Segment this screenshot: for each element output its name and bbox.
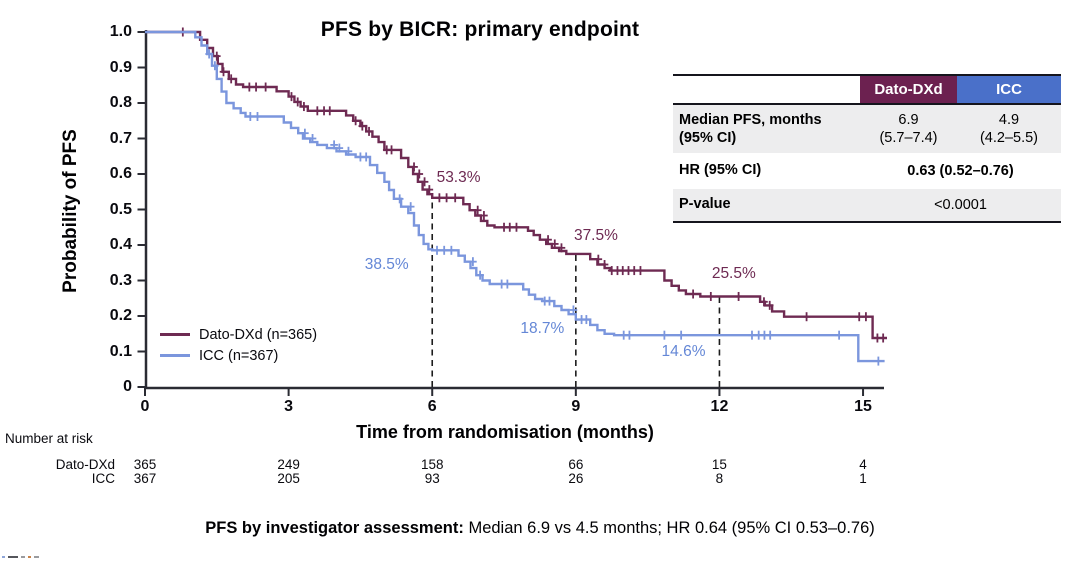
results-table-row-median: Median PFS, months (95% CI) 6.9 (5.7–7.4… (673, 105, 1061, 154)
median-pfs-label: Median PFS, months (95% CI) (673, 105, 860, 153)
y-tick-label: 0.4 (109, 236, 132, 253)
number-at-risk-title: Number at risk (5, 431, 93, 446)
risk-count: 93 (424, 471, 440, 486)
x-tick-label: 9 (571, 398, 581, 415)
risk-count: 26 (568, 471, 584, 486)
x-tick-label: 15 (854, 398, 872, 415)
y-tick-label: 0.2 (109, 307, 132, 324)
milestone-annotation: 14.6% (661, 342, 706, 360)
hr-value: 0.63 (0.52–0.76) (907, 163, 1014, 180)
median-pfs-label-line1: Median PFS, months (679, 112, 822, 128)
results-table-header-row: Dato-DXd ICC (673, 76, 1061, 105)
median-dato-ci: (5.7–7.4) (879, 130, 938, 147)
results-table-col-icc: ICC (957, 76, 1061, 103)
y-tick-label: 0.7 (109, 129, 132, 147)
investigator-assessment-caption: PFS by investigator assessment: Median 6… (0, 519, 1080, 538)
y-tick-label: 0.5 (109, 200, 132, 218)
p-value: <0.0001 (934, 197, 987, 214)
milestone-annotation: 37.5% (573, 227, 618, 245)
risk-row-label-dato: Dato-DXd (55, 457, 115, 472)
risk-count: 1 (859, 471, 867, 486)
milestone-annotation: 25.5% (711, 265, 756, 283)
icc-line-swatch-icon (160, 354, 190, 357)
p-value-label: P-value (679, 196, 731, 213)
median-pfs-label-line2: (95% CI) (679, 130, 737, 147)
y-tick-label: 0.1 (109, 342, 132, 360)
milestone-annotation: 38.5% (364, 255, 409, 273)
risk-count: 249 (277, 457, 300, 472)
risk-count: 367 (133, 471, 157, 486)
y-tick-label: 0.6 (109, 165, 132, 182)
risk-count: 8 (715, 471, 724, 486)
icc-curve (145, 30, 885, 363)
footnote-mark (8, 555, 18, 558)
median-icc-ci: (4.2–5.5) (979, 130, 1039, 147)
results-table-corner-cell (673, 76, 860, 103)
results-table-row-hr: HR (95% CI) 0.63 (0.52–0.76) (673, 155, 1061, 188)
legend-item-dato: Dato-DXd (n=365) (160, 324, 317, 345)
milestone-annotation: 53.3% (436, 168, 481, 186)
footnote-mark (28, 555, 31, 558)
median-pfs-dato-value: 6.9 (5.7–7.4) (860, 105, 957, 153)
page-title: PFS by BICR: primary endpoint (320, 18, 640, 41)
x-axis-title: Time from randomisation (months) (356, 422, 654, 442)
caption-bold: PFS by investigator assessment: (205, 519, 464, 537)
results-table: Dato-DXd ICC Median PFS, months (95% CI)… (673, 74, 1061, 224)
milestone-annotation: 18.7% (520, 320, 565, 338)
legend-label: ICC (n=367) (199, 347, 279, 364)
x-tick-label: 12 (710, 398, 729, 415)
footnote-mark (21, 555, 25, 558)
x-tick-label: 0 (140, 398, 150, 415)
x-tick-label: 6 (427, 398, 437, 415)
footnote-fragment (2, 555, 39, 558)
y-tick-label: 0.3 (109, 271, 132, 289)
legend-item-icc: ICC (n=367) (160, 345, 317, 366)
row-divider (673, 153, 1061, 156)
y-tick-label: 0.8 (109, 94, 132, 111)
y-axis-title: Probability of PFS (60, 129, 81, 293)
risk-count: 158 (420, 457, 444, 472)
risk-count: 4 (859, 457, 867, 472)
caption-rest: Median 6.9 vs 4.5 months; HR 0.64 (95% C… (463, 519, 875, 537)
hr-label: HR (95% CI) (679, 162, 762, 179)
plot-legend: Dato-DXd (n=365) ICC (n=367) (160, 324, 317, 366)
y-tick-label: 0 (123, 378, 132, 395)
median-icc-months: 4.9 (998, 112, 1020, 128)
row-divider (673, 187, 1061, 190)
median-dato-months: 6.9 (898, 112, 919, 128)
risk-count: 365 (133, 457, 157, 472)
risk-count: 205 (277, 471, 300, 486)
x-tick-label: 3 (284, 398, 294, 415)
footnote-mark (34, 555, 39, 558)
risk-count: 15 (711, 457, 727, 472)
results-table-col-dato: Dato-DXd (860, 76, 957, 103)
dato-line-swatch-icon (160, 333, 190, 336)
risk-count: 66 (568, 457, 584, 472)
y-tick-label: 1.0 (109, 23, 132, 40)
median-pfs-icc-value: 4.9 (4.2–5.5) (957, 105, 1061, 153)
results-table-row-pvalue: P-value <0.0001 (673, 189, 1061, 222)
y-tick-label: 0.9 (109, 58, 132, 76)
legend-label: Dato-DXd (n=365) (199, 326, 318, 343)
risk-row-label-icc: ICC (91, 471, 115, 486)
footnote-mark (2, 555, 5, 558)
results-table-header-rule (673, 103, 1061, 105)
